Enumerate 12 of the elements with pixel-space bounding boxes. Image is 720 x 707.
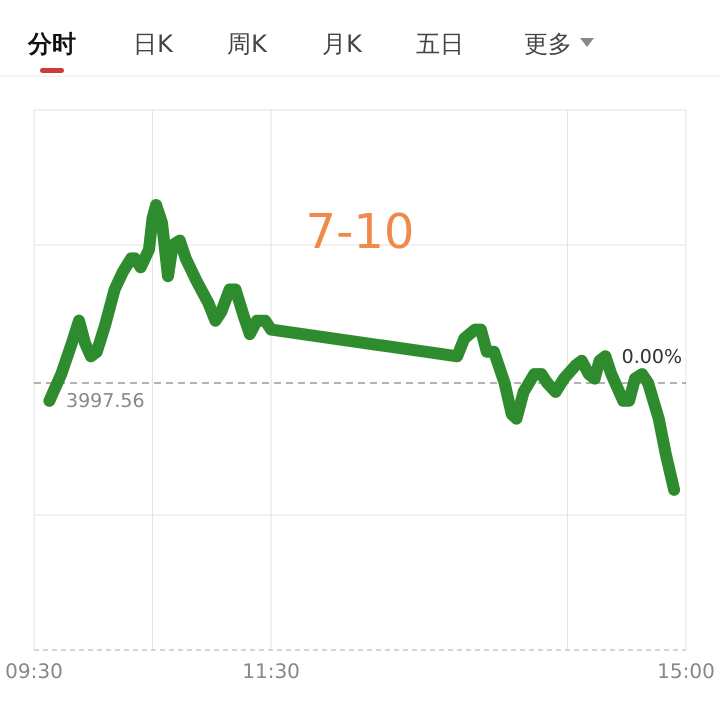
x-tick-label: 15:00	[657, 659, 715, 683]
text: 更多	[524, 30, 572, 58]
x-tick-label: 09:30	[5, 659, 63, 683]
annotation: 0.00%	[622, 346, 682, 368]
x-tick-label: 11:30	[242, 659, 300, 683]
text: 日K	[133, 30, 174, 58]
text: 周K	[227, 30, 268, 58]
text: 五日	[416, 30, 464, 58]
text: 月K	[322, 30, 364, 58]
text: 分时	[27, 30, 76, 58]
annotation: 3997.56	[66, 390, 145, 412]
annotation: 7-10	[306, 204, 414, 260]
